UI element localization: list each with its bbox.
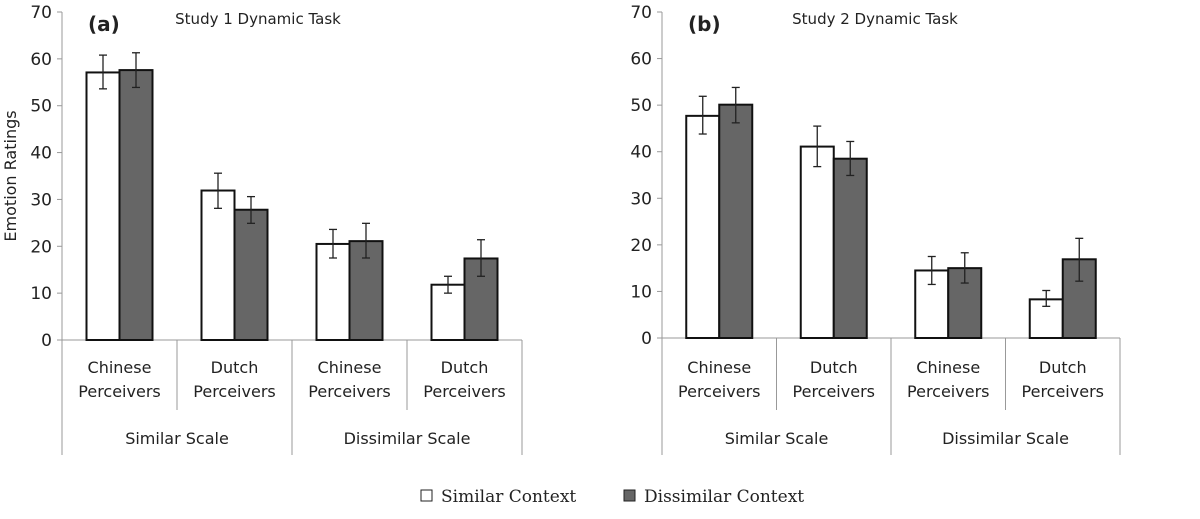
legend: Similar Context Dissimilar Context [420,487,804,507]
category-label-line: Chinese [916,358,980,377]
category-label-line: Dutch [810,358,858,377]
y-tick-label: 0 [641,329,652,349]
category-label-line: Chinese [687,358,751,377]
category-label-line: Perceivers [308,382,390,401]
panel-label: (b) [688,12,721,36]
error-bar [813,125,822,168]
bar-similar-context [685,114,721,340]
chart-title: Study 1 Dynamic Task [175,10,341,28]
error-bar [247,195,255,224]
category-label-line: Perceivers [423,382,505,401]
error-bar [99,54,107,90]
error-bar [444,275,452,294]
bar-dissimilar-context [463,257,499,341]
category-label-line: Dutch [211,358,259,377]
bar-dissimilar-context [118,69,154,342]
group-label: Dissimilar Scale [942,429,1069,448]
error-bar [477,239,485,277]
category-label: Dutch Perceivers [793,358,875,401]
category-label-line: Chinese [318,358,382,377]
y-tick-label: 50 [30,97,52,117]
group-label: Dissimilar Scale [344,429,471,448]
category-label-line: Perceivers [193,382,275,401]
y-axis-label: Emotion Ratings [1,110,20,241]
category-label-line: Perceivers [678,382,760,401]
y-tick-label: 10 [630,282,652,302]
legend-swatch-dissimilar-context [623,489,636,502]
category-label-line: Perceivers [907,382,989,401]
category-label-line: Perceivers [793,382,875,401]
error-bar [960,252,969,284]
bar-dissimilar-context [832,157,868,339]
y-tick-label: 20 [630,236,652,256]
y-tick-label: 60 [30,50,52,70]
error-bar [698,95,707,135]
y-tick-label: 70 [630,3,652,23]
bar-similar-context [799,145,835,339]
category-label: Chinese Perceivers [78,358,160,401]
error-bar [1042,289,1051,307]
category-label-line: Chinese [88,358,152,377]
error-bar [927,255,936,286]
category-label: Chinese Perceivers [308,358,390,401]
group-label: Similar Scale [725,429,829,448]
error-bar [731,86,740,124]
category-label: Dutch Perceivers [1022,358,1104,401]
bar-dissimilar-context [233,208,269,341]
bar-similar-context [200,189,236,341]
y-tick-label: 50 [630,96,652,116]
category-label-line: Perceivers [78,382,160,401]
y-tick-label: 10 [30,284,52,304]
chart-panel-b: 0 10 20 30 40 50 60 70 Chinese Perceivers Dutch Per… [630,3,1121,455]
bar-dissimilar-context [718,103,754,339]
y-tick-label: 0 [41,331,52,351]
category-label: Dutch Perceivers [193,358,275,401]
category-label-line: Dutch [441,358,489,377]
bar-similar-context [85,71,121,342]
error-bar [132,52,140,89]
error-bar [1075,237,1084,282]
y-tick-label: 70 [30,3,52,23]
y-tick-label: 20 [30,237,52,257]
category-label: Chinese Perceivers [678,358,760,401]
error-bar [329,228,337,259]
legend-label-similar-context: Similar Context [441,487,576,507]
y-tick-label: 30 [30,190,52,210]
y-tick-label: 30 [630,189,652,209]
bar-similar-context [430,283,466,341]
category-label: Chinese Perceivers [907,358,989,401]
category-label: Dutch Perceivers [423,358,505,401]
chart-title: Study 2 Dynamic Task [792,10,958,28]
y-tick-label: 40 [630,143,652,163]
error-bar [362,222,370,259]
legend-label-dissimilar-context: Dissimilar Context [644,487,804,507]
category-label-line: Perceivers [1022,382,1104,401]
y-tick-label: 60 [630,50,652,70]
error-bar [214,172,222,209]
category-label-line: Dutch [1039,358,1087,377]
error-bar [846,140,855,177]
y-tick-label: 40 [30,144,52,164]
panel-label: (a) [88,12,120,36]
legend-swatch-similar-context [420,489,433,502]
group-label: Similar Scale [125,429,229,448]
chart-panel-a: 0 10 20 30 40 50 60 70 Chinese Perceivers Dutch Per… [1,3,523,455]
